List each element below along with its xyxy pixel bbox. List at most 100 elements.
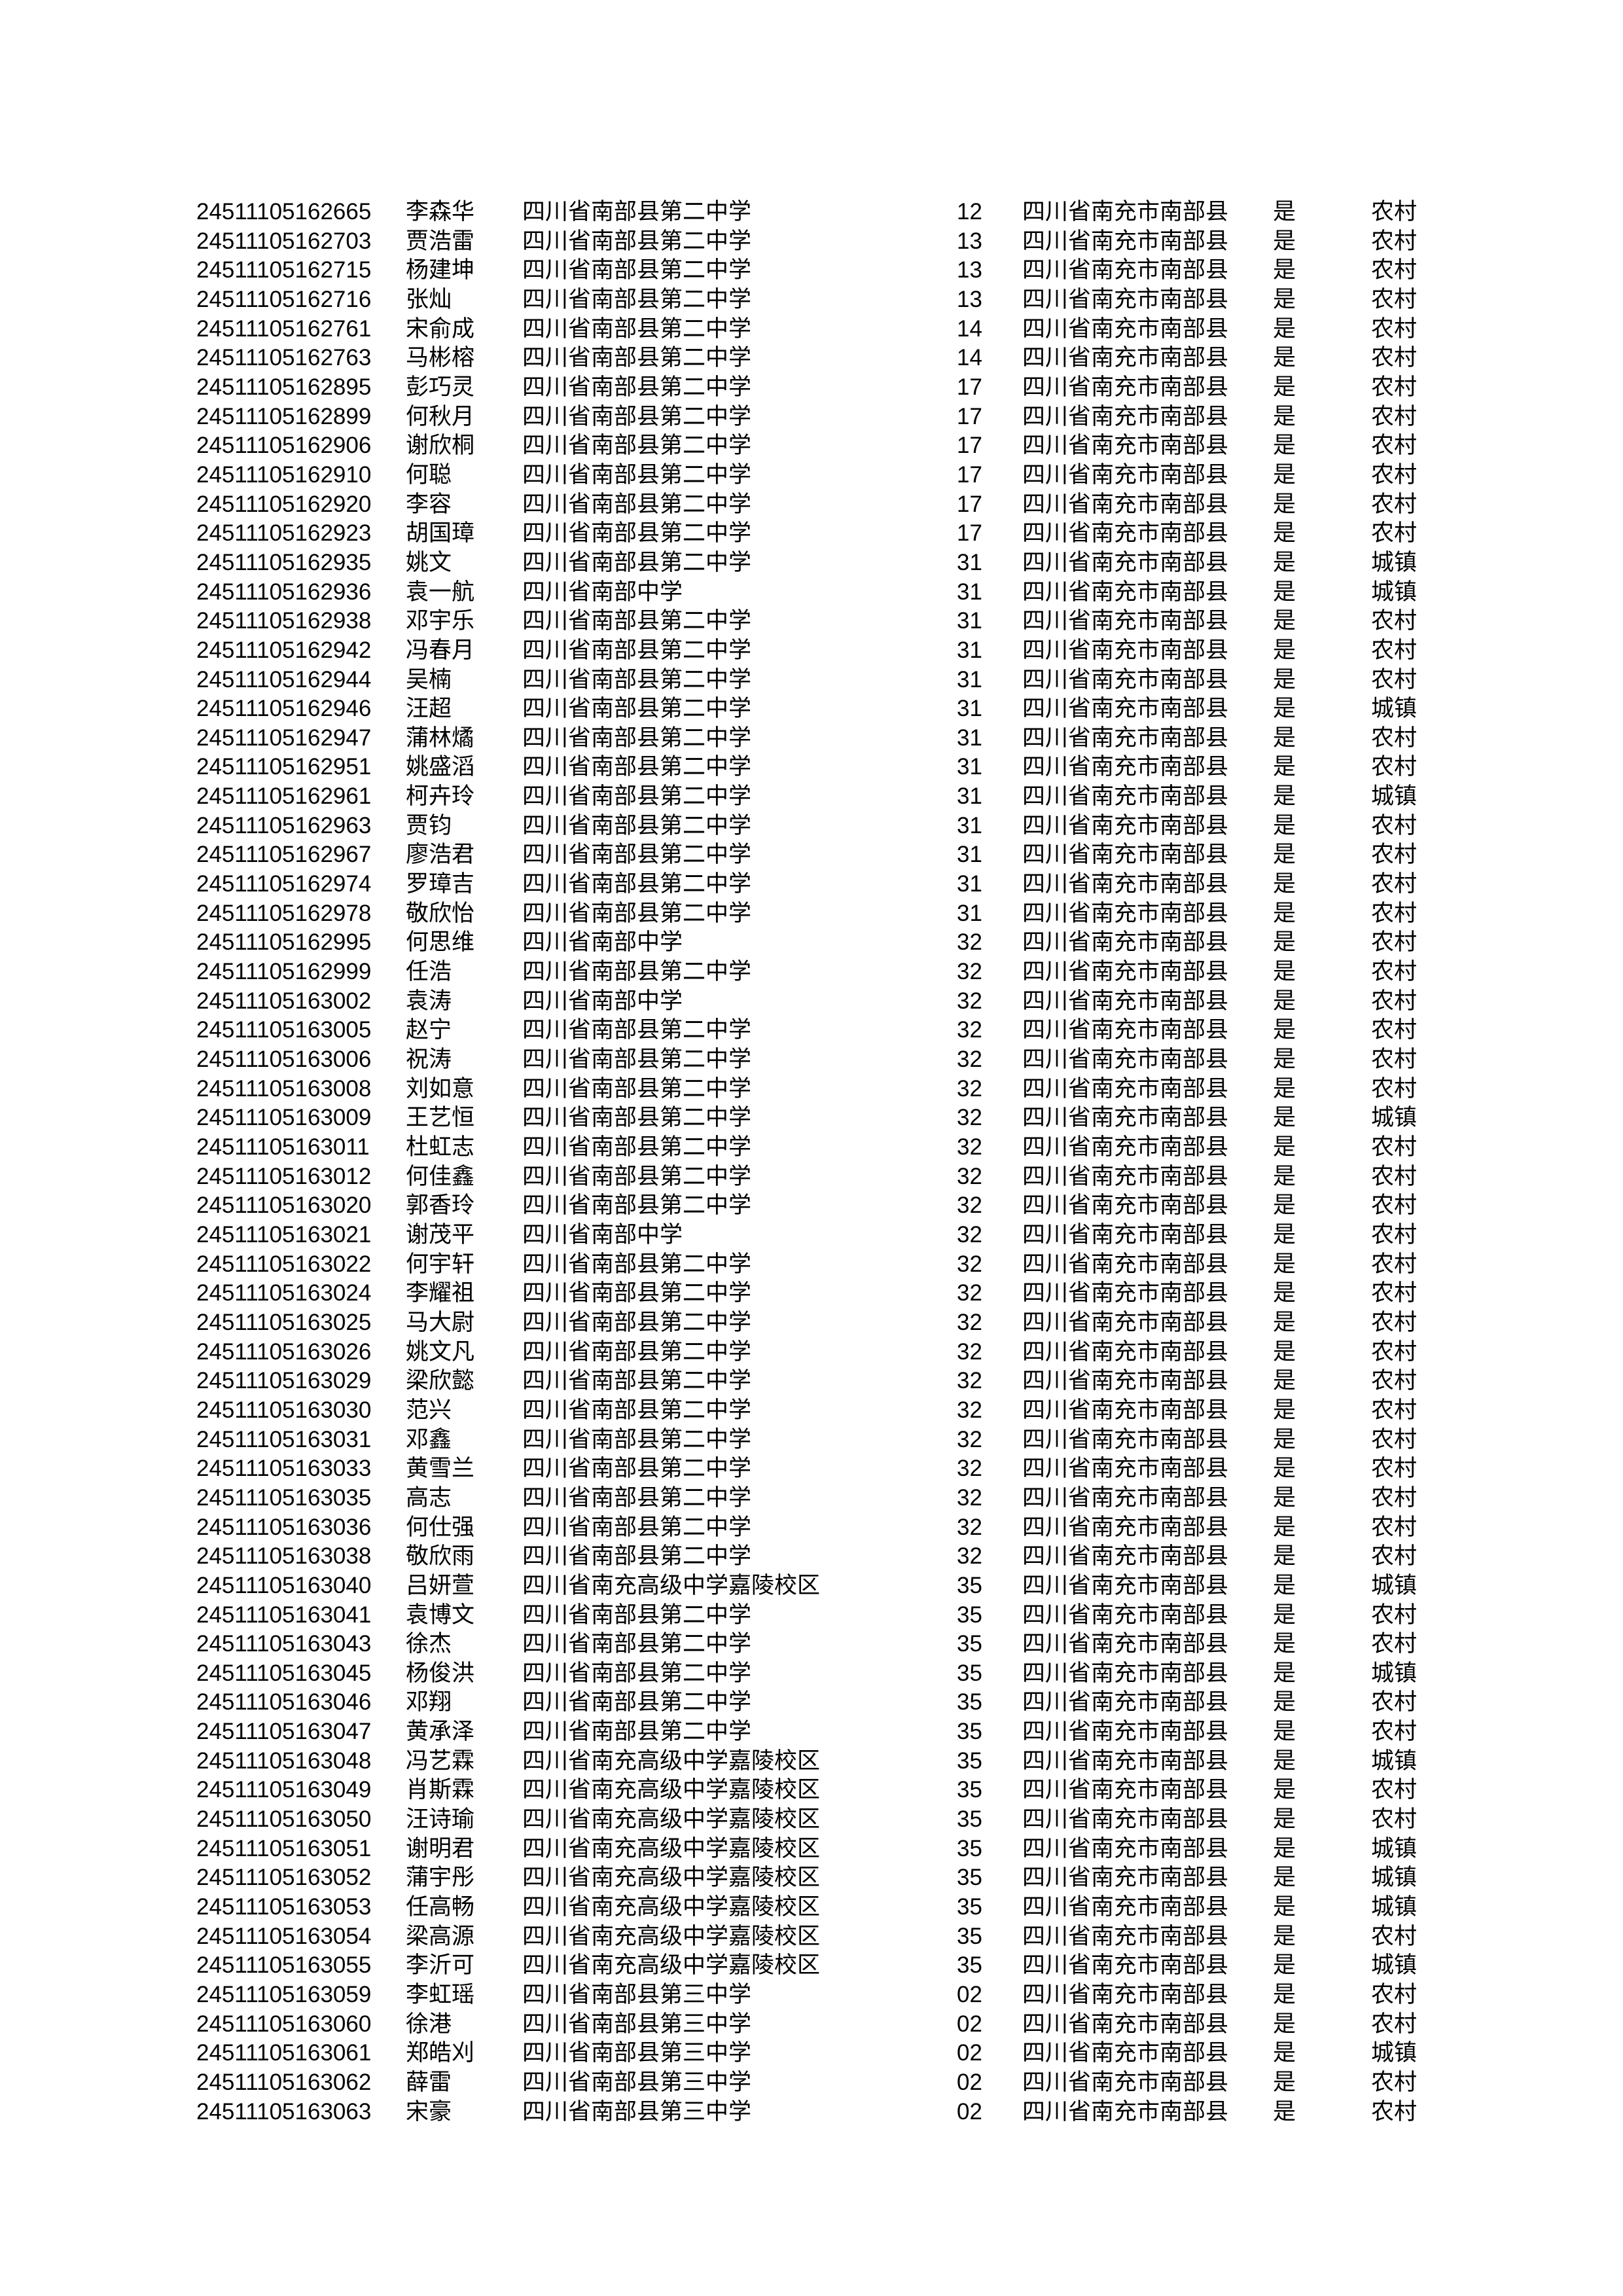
cell-student-name: 刘如意 xyxy=(406,1075,475,1102)
cell-exam-id: 24511105163008 xyxy=(196,1075,372,1102)
cell-school: 四川省南部县第二中学 xyxy=(522,1660,752,1686)
cell-residence-type: 农村 xyxy=(1371,1543,1418,1570)
cell-residence-type: 农村 xyxy=(1371,1456,1418,1482)
cell-class-no: 35 xyxy=(957,1806,982,1833)
cell-class-no: 32 xyxy=(957,1338,982,1365)
table-row: 24511105162942 冯春月 四川省南部县第二中学 31 四川省南充市南… xyxy=(196,636,1502,666)
cell-exam-id: 24511105162961 xyxy=(196,783,372,810)
cell-student-name: 徐港 xyxy=(406,2011,452,2037)
cell-student-name: 袁一航 xyxy=(406,579,475,605)
cell-exam-id: 24511105163053 xyxy=(196,1894,372,1920)
cell-district: 四川省南充市南部县 xyxy=(1022,1514,1229,1540)
table-row: 24511105162895 彭巧灵 四川省南部县第二中学 17 四川省南充市南… xyxy=(196,373,1502,403)
cell-exam-id: 24511105163048 xyxy=(196,1748,372,1774)
cell-confirm-flag: 是 xyxy=(1273,1572,1296,1598)
table-row: 24511105163033 黄雪兰 四川省南部县第二中学 32 四川省南充市南… xyxy=(196,1454,1502,1484)
cell-school: 四川省南部县第三中学 xyxy=(522,2011,752,2037)
cell-residence-type: 农村 xyxy=(1371,1221,1418,1247)
cell-district: 四川省南充市南部县 xyxy=(1022,725,1229,751)
cell-school: 四川省南充高级中学嘉陵校区 xyxy=(522,1894,821,1920)
cell-confirm-flag: 是 xyxy=(1273,666,1296,692)
cell-residence-type: 农村 xyxy=(1371,520,1418,547)
cell-confirm-flag: 是 xyxy=(1273,1602,1296,1628)
cell-school: 四川省南部县第二中学 xyxy=(522,1105,752,1131)
cell-residence-type: 城镇 xyxy=(1371,1660,1418,1686)
table-row: 24511105163045 杨俊洪 四川省南部县第二中学 35 四川省南充市南… xyxy=(196,1659,1502,1689)
cell-school: 四川省南部县第二中学 xyxy=(522,491,752,517)
cell-student-name: 何思维 xyxy=(406,929,475,956)
cell-residence-type: 城镇 xyxy=(1371,1952,1418,1979)
cell-confirm-flag: 是 xyxy=(1273,959,1296,985)
cell-residence-type: 农村 xyxy=(1371,959,1418,985)
cell-school: 四川省南部县第二中学 xyxy=(522,1047,752,1073)
cell-school: 四川省南部县第二中学 xyxy=(522,666,752,692)
cell-class-no: 32 xyxy=(957,1397,982,1423)
table-row: 24511105162936 袁一航 四川省南部中学 31 四川省南充市南部县 … xyxy=(196,578,1502,607)
cell-student-name: 梁高源 xyxy=(406,1923,475,1949)
cell-exam-id: 24511105162938 xyxy=(196,608,372,634)
cell-residence-type: 农村 xyxy=(1371,491,1418,517)
cell-school: 四川省南部县第二中学 xyxy=(522,1456,752,1482)
cell-student-name: 何宇轩 xyxy=(406,1251,475,1277)
cell-student-name: 任高畅 xyxy=(406,1894,475,1920)
cell-exam-id: 24511105162963 xyxy=(196,812,372,838)
cell-class-no: 17 xyxy=(957,374,982,400)
cell-exam-id: 24511105163025 xyxy=(196,1309,372,1335)
cell-residence-type: 农村 xyxy=(1371,1163,1418,1189)
cell-district: 四川省南充市南部县 xyxy=(1022,461,1229,488)
cell-confirm-flag: 是 xyxy=(1273,1777,1296,1803)
cell-residence-type: 农村 xyxy=(1371,1426,1418,1452)
cell-district: 四川省南充市南部县 xyxy=(1022,433,1229,459)
table-row: 24511105162665 李森华 四川省南部县第二中学 12 四川省南充市南… xyxy=(196,198,1502,227)
cell-student-name: 黄雪兰 xyxy=(406,1456,475,1482)
table-row: 24511105163020 郭香玲 四川省南部县第二中学 32 四川省南充市南… xyxy=(196,1191,1502,1221)
cell-student-name: 汪诗瑜 xyxy=(406,1806,475,1833)
table-row: 24511105163047 黄承泽 四川省南部县第二中学 35 四川省南充市南… xyxy=(196,1717,1502,1747)
cell-district: 四川省南充市南部县 xyxy=(1022,1865,1229,1891)
cell-student-name: 邓鑫 xyxy=(406,1426,452,1452)
table-row: 24511105163026 姚文凡 四川省南部县第二中学 32 四川省南充市南… xyxy=(196,1338,1502,1367)
cell-exam-id: 24511105163060 xyxy=(196,2011,372,2037)
cell-class-no: 32 xyxy=(957,1514,982,1540)
cell-exam-id: 24511105163005 xyxy=(196,1017,372,1043)
cell-residence-type: 农村 xyxy=(1371,1397,1418,1423)
cell-residence-type: 城镇 xyxy=(1371,1835,1418,1861)
cell-class-no: 31 xyxy=(957,842,982,868)
cell-residence-type: 农村 xyxy=(1371,1484,1418,1511)
cell-residence-type: 农村 xyxy=(1371,257,1418,283)
cell-class-no: 32 xyxy=(957,1484,982,1511)
cell-confirm-flag: 是 xyxy=(1273,1865,1296,1891)
table-row: 24511105163025 马大尉 四川省南部县第二中学 32 四川省南充市南… xyxy=(196,1308,1502,1338)
table-row: 24511105162935 姚文 四川省南部县第二中学 31 四川省南充市南部… xyxy=(196,548,1502,578)
cell-student-name: 姚文凡 xyxy=(406,1338,475,1365)
cell-residence-type: 城镇 xyxy=(1371,1865,1418,1891)
cell-school: 四川省南部县第二中学 xyxy=(522,403,752,429)
cell-school: 四川省南部中学 xyxy=(522,579,683,605)
cell-class-no: 31 xyxy=(957,637,982,663)
table-row: 24511105162716 张灿 四川省南部县第二中学 13 四川省南充市南部… xyxy=(196,285,1502,315)
table-row: 24511105163021 谢茂平 四川省南部中学 32 四川省南充市南部县 … xyxy=(196,1221,1502,1250)
cell-district: 四川省南充市南部县 xyxy=(1022,1338,1229,1365)
cell-confirm-flag: 是 xyxy=(1273,1719,1296,1745)
cell-confirm-flag: 是 xyxy=(1273,579,1296,605)
cell-confirm-flag: 是 xyxy=(1273,1806,1296,1833)
cell-residence-type: 城镇 xyxy=(1371,1572,1418,1598)
cell-residence-type: 农村 xyxy=(1371,1280,1418,1306)
cell-confirm-flag: 是 xyxy=(1273,696,1296,722)
cell-exam-id: 24511105163049 xyxy=(196,1777,372,1803)
cell-school: 四川省南部县第二中学 xyxy=(522,1426,752,1452)
cell-exam-id: 24511105163009 xyxy=(196,1105,372,1131)
cell-exam-id: 24511105162906 xyxy=(196,433,372,459)
cell-class-no: 31 xyxy=(957,666,982,692)
table-row: 24511105162967 廖浩君 四川省南部县第二中学 31 四川省南充市南… xyxy=(196,840,1502,870)
cell-confirm-flag: 是 xyxy=(1273,1368,1296,1394)
cell-school: 四川省南部县第三中学 xyxy=(522,1982,752,2008)
table-row: 24511105162946 汪超 四川省南部县第二中学 31 四川省南充市南部… xyxy=(196,694,1502,724)
table-row: 24511105163006 祝涛 四川省南部县第二中学 32 四川省南充市南部… xyxy=(196,1045,1502,1075)
table-row: 24511105162961 柯卉玲 四川省南部县第二中学 31 四川省南充市南… xyxy=(196,782,1502,812)
cell-class-no: 32 xyxy=(957,988,982,1014)
cell-exam-id: 24511105162947 xyxy=(196,725,372,751)
student-roster-table: 24511105162665 李森华 四川省南部县第二中学 12 四川省南充市南… xyxy=(196,198,1502,2126)
cell-school: 四川省南部县第二中学 xyxy=(522,461,752,488)
cell-school: 四川省南部县第二中学 xyxy=(522,1163,752,1189)
